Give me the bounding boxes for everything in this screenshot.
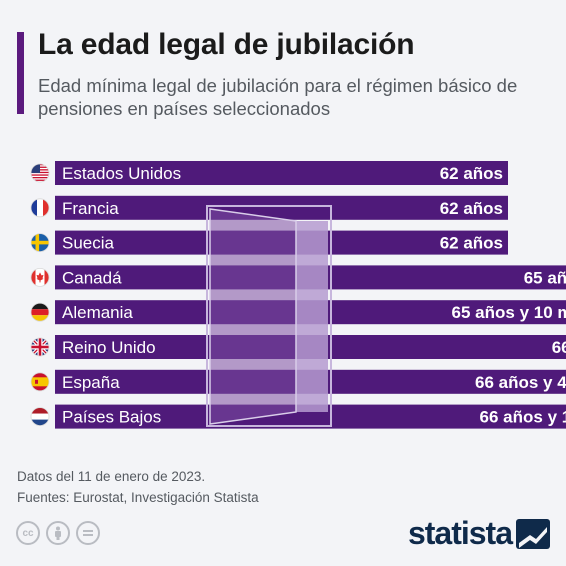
value-label: 62 años <box>440 234 503 253</box>
source-note: Datos del 11 de enero de 2023. Fuentes: … <box>17 466 259 508</box>
creative-commons-icon: cc <box>16 521 40 545</box>
canada-flag-icon <box>30 267 50 287</box>
uk-flag-icon <box>30 337 50 357</box>
category-label: Estados Unidos <box>62 164 181 183</box>
attribution-icon <box>46 521 70 545</box>
date-note: Datos del 11 de enero de 2023. <box>17 469 206 484</box>
category-label: Francia <box>62 199 119 218</box>
category-label: España <box>62 373 120 392</box>
value-label: 62 años <box>440 199 503 218</box>
france-flag-icon <box>30 198 50 218</box>
bar <box>55 195 508 220</box>
statista-logo-icon <box>516 518 550 549</box>
category-label: Países Bajos <box>62 408 161 427</box>
germany-flag-icon <box>30 302 50 322</box>
spain-flag-icon <box>30 372 50 392</box>
accent-bar <box>17 32 24 114</box>
license-icons: cc <box>16 521 100 545</box>
no-derivatives-icon <box>76 521 100 545</box>
netherlands-flag-icon <box>30 407 50 427</box>
door-illustration <box>206 205 332 427</box>
category-label: Suecia <box>62 234 115 253</box>
value-label: 66 años y 10 meses <box>480 408 566 427</box>
value-label: 65 años <box>524 268 566 287</box>
value-label: 66 años y 4 meses <box>475 373 566 392</box>
value-label: 66 años <box>552 338 566 357</box>
value-label: 62 años <box>440 164 503 183</box>
category-label: Canadá <box>62 268 122 287</box>
page-subtitle: Edad mínima legal de jubilación para el … <box>38 75 518 119</box>
logo-text: statista <box>407 515 513 551</box>
sources-note: Fuentes: Eurostat, Investigación Statist… <box>17 490 259 505</box>
bar <box>55 161 508 185</box>
page-title: La edad legal de jubilación <box>38 28 415 61</box>
statista-logo: statista <box>408 515 550 552</box>
value-label: 65 años y 10 meses <box>452 303 566 322</box>
us-flag-icon <box>30 163 50 183</box>
sweden-flag-icon <box>30 233 50 253</box>
category-label: Alemania <box>62 303 133 322</box>
category-label: Reino Unido <box>62 338 156 357</box>
